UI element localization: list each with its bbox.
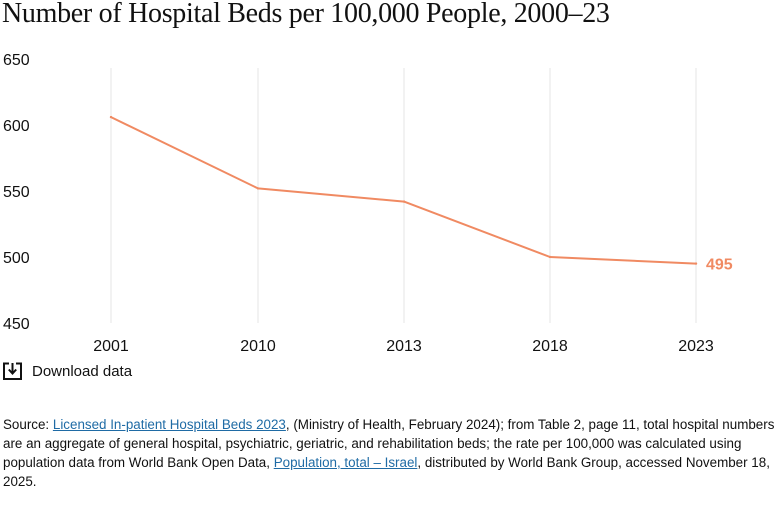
series: 495 [109,115,733,274]
chart-title: Number of Hospital Beds per 100,000 Peop… [2,0,610,29]
y-tick-label: 550 [3,184,30,201]
data-point [548,255,552,259]
x-tick-label: 2001 [93,338,129,355]
y-tick-label: 600 [3,118,30,135]
source-note: Source: Licensed In-patient Hospital Bed… [3,415,775,491]
source-link-population[interactable]: Population, total – Israel [273,455,418,470]
y-tick-label: 500 [3,250,30,267]
x-axis-ticks: 2001 2010 2013 2018 2023 [93,338,714,355]
source-middle: , (Ministry of Health, February 2024); f… [3,417,775,470]
download-icon [3,362,22,380]
y-tick-label: 450 [3,316,30,333]
download-data-label: Download data [32,363,133,380]
line-chart: 450 500 550 600 650 2001 2010 2013 2018 2023 495 [3,52,733,355]
data-point [109,115,113,119]
x-tick-label: 2018 [532,338,568,355]
source-suffix: , distributed by World Bank Group, acces… [3,455,770,489]
x-tick-label: 2013 [386,338,422,355]
download-data-button[interactable]: Download data [3,362,132,381]
y-tick-label: 650 [3,52,30,69]
data-point [402,200,406,203]
data-point [694,262,698,265]
source-link-hospital-beds[interactable]: Licensed In-patient Hospital Beds 2023 [52,417,286,432]
end-value-label: 495 [706,257,733,274]
source-prefix: Source: [3,417,53,432]
grid-lines [110,68,697,323]
y-axis-ticks: 450 500 550 600 650 [3,52,30,333]
x-tick-label: 2023 [678,338,714,355]
data-point [256,187,260,190]
x-tick-label: 2010 [240,338,276,355]
